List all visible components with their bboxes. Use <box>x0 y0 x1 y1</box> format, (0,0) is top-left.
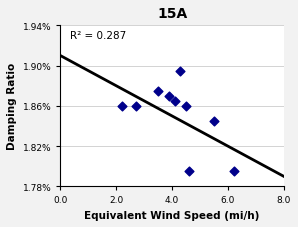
Title: 15A: 15A <box>157 7 187 21</box>
Point <box>119 105 124 108</box>
Text: R² = 0.287: R² = 0.287 <box>70 31 126 41</box>
Point <box>134 105 138 108</box>
Point <box>173 100 177 103</box>
Y-axis label: Damping Ratio: Damping Ratio <box>7 63 17 150</box>
Point <box>156 89 161 93</box>
X-axis label: Equivalent Wind Speed (mi/h): Equivalent Wind Speed (mi/h) <box>84 210 260 220</box>
Point <box>187 170 191 173</box>
Point <box>212 120 216 123</box>
Point <box>184 105 188 108</box>
Point <box>167 95 172 98</box>
Point <box>231 170 236 173</box>
Point <box>178 69 183 73</box>
